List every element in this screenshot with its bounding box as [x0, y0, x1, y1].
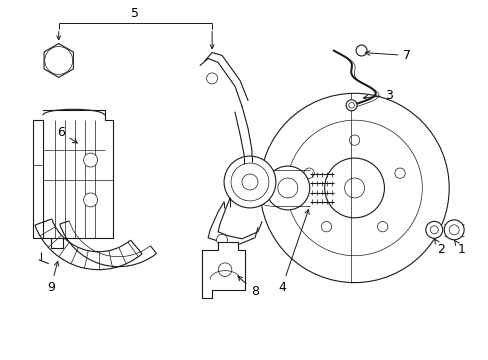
Circle shape — [346, 100, 356, 111]
Circle shape — [324, 158, 384, 218]
Text: 3: 3 — [363, 89, 392, 102]
Circle shape — [265, 166, 309, 210]
Circle shape — [394, 168, 405, 178]
Text: 7: 7 — [365, 49, 410, 62]
Circle shape — [377, 221, 387, 232]
Circle shape — [230, 163, 268, 201]
Circle shape — [348, 103, 354, 108]
Polygon shape — [202, 242, 244, 298]
Circle shape — [218, 263, 231, 276]
Circle shape — [286, 120, 422, 256]
Circle shape — [224, 156, 275, 208]
Circle shape — [50, 52, 67, 69]
Text: 9: 9 — [47, 261, 59, 294]
Circle shape — [448, 225, 458, 235]
Text: 1: 1 — [454, 240, 464, 256]
Text: 5: 5 — [131, 7, 139, 20]
Circle shape — [304, 168, 314, 178]
Text: 8: 8 — [238, 276, 259, 298]
Circle shape — [216, 234, 227, 245]
Circle shape — [260, 93, 448, 283]
Circle shape — [349, 135, 359, 145]
Circle shape — [83, 153, 98, 167]
Circle shape — [344, 178, 364, 198]
Circle shape — [429, 226, 437, 234]
Text: 6: 6 — [57, 126, 77, 143]
Circle shape — [83, 193, 98, 207]
Polygon shape — [42, 110, 112, 238]
Circle shape — [277, 178, 297, 198]
Polygon shape — [44, 44, 73, 77]
Circle shape — [355, 45, 366, 56]
Text: 2: 2 — [434, 239, 444, 256]
Circle shape — [206, 73, 217, 84]
Circle shape — [45, 46, 73, 75]
Polygon shape — [33, 120, 42, 238]
Circle shape — [321, 221, 331, 232]
Circle shape — [242, 174, 258, 190]
Circle shape — [443, 220, 463, 240]
Text: 4: 4 — [277, 210, 308, 294]
Circle shape — [425, 221, 442, 238]
